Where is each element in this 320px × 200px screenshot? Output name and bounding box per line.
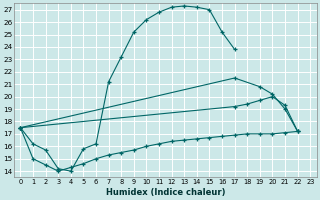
- X-axis label: Humidex (Indice chaleur): Humidex (Indice chaleur): [106, 188, 225, 197]
